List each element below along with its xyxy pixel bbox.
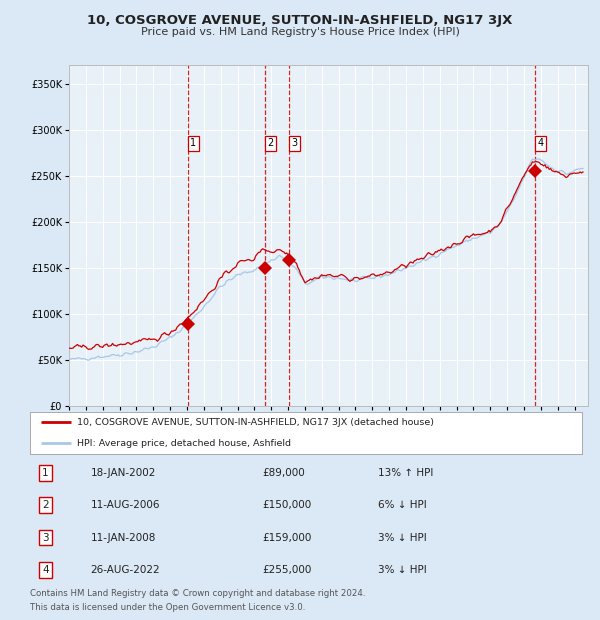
- Text: 2: 2: [267, 138, 274, 148]
- Text: HPI: Average price, detached house, Ashfield: HPI: Average price, detached house, Ashf…: [77, 439, 291, 448]
- Text: 4: 4: [538, 138, 544, 148]
- Text: Price paid vs. HM Land Registry's House Price Index (HPI): Price paid vs. HM Land Registry's House …: [140, 27, 460, 37]
- Text: 1: 1: [190, 138, 196, 148]
- Text: £159,000: £159,000: [262, 533, 311, 542]
- Text: 2: 2: [42, 500, 49, 510]
- Text: 1: 1: [42, 468, 49, 478]
- Text: £89,000: £89,000: [262, 468, 305, 478]
- Text: 3: 3: [291, 138, 297, 148]
- Text: £150,000: £150,000: [262, 500, 311, 510]
- Text: 18-JAN-2002: 18-JAN-2002: [91, 468, 156, 478]
- Text: Contains HM Land Registry data © Crown copyright and database right 2024.: Contains HM Land Registry data © Crown c…: [30, 589, 365, 598]
- Text: This data is licensed under the Open Government Licence v3.0.: This data is licensed under the Open Gov…: [30, 603, 305, 612]
- Text: 10, COSGROVE AVENUE, SUTTON-IN-ASHFIELD, NG17 3JX (detached house): 10, COSGROVE AVENUE, SUTTON-IN-ASHFIELD,…: [77, 418, 434, 427]
- Text: 10, COSGROVE AVENUE, SUTTON-IN-ASHFIELD, NG17 3JX: 10, COSGROVE AVENUE, SUTTON-IN-ASHFIELD,…: [88, 14, 512, 27]
- Text: 4: 4: [42, 565, 49, 575]
- Text: 11-AUG-2006: 11-AUG-2006: [91, 500, 160, 510]
- Text: 3: 3: [42, 533, 49, 542]
- Text: 6% ↓ HPI: 6% ↓ HPI: [378, 500, 427, 510]
- Text: 3% ↓ HPI: 3% ↓ HPI: [378, 533, 427, 542]
- Text: £255,000: £255,000: [262, 565, 311, 575]
- Text: 11-JAN-2008: 11-JAN-2008: [91, 533, 156, 542]
- Text: 26-AUG-2022: 26-AUG-2022: [91, 565, 160, 575]
- Text: 3% ↓ HPI: 3% ↓ HPI: [378, 565, 427, 575]
- Text: 13% ↑ HPI: 13% ↑ HPI: [378, 468, 433, 478]
